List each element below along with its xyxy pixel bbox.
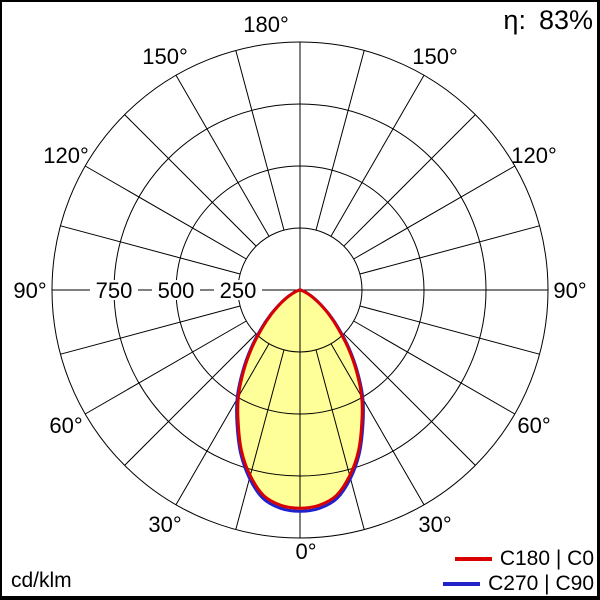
grid-spoke-345	[235, 349, 285, 530]
angle-label-60-left: 60°	[49, 413, 82, 438]
legend-item-c180-c0: C180 | C0	[454, 547, 594, 570]
angle-labels: 0° 30° 30° 60° 60° 90° 90° 120° 120° 150° 150° 180°	[13, 12, 586, 564]
angle-label-180: 180°	[243, 12, 289, 37]
grid-spoke-30	[330, 343, 425, 506]
polar-grid	[51, 41, 549, 539]
border-left	[0, 0, 2, 600]
efficiency-label: η:	[503, 5, 526, 35]
angle-label-30-left: 30°	[148, 512, 181, 537]
angle-label-30-right: 30°	[418, 512, 451, 537]
legend-label-c270-c90: C270 | C90	[488, 572, 594, 595]
grid-spoke-255	[60, 225, 241, 275]
grid-spoke-15	[315, 349, 365, 530]
angle-label-0: 0°	[295, 539, 316, 564]
legend-label-c180-c0: C180 | C0	[499, 547, 594, 570]
tick-label-gap-500	[152, 280, 200, 300]
distribution-curves	[235, 288, 365, 513]
legend-swatch-blue-line	[443, 581, 481, 586]
curve-c180-c0	[236, 288, 364, 510]
radial-tick-250: 250	[220, 278, 257, 303]
grid-spoke-300	[84, 320, 247, 415]
grid-spoke-240	[84, 165, 247, 260]
grid-spoke-225	[124, 114, 257, 247]
legend-swatch-red-line	[454, 556, 492, 561]
grid-spoke-195	[235, 50, 285, 231]
unit-label: cd/klm	[11, 569, 72, 592]
grid-spoke-45	[343, 333, 476, 466]
radial-tick-750: 750	[96, 278, 133, 303]
angle-label-90-left: 90°	[13, 278, 46, 303]
radial-tick-500: 500	[158, 278, 195, 303]
border-right	[597, 0, 600, 600]
grid-spoke-285	[60, 305, 241, 355]
grid-spoke-75	[359, 305, 540, 355]
angle-label-60-right: 60°	[517, 413, 550, 438]
grid-spoke-60	[353, 320, 516, 415]
grid-spoke-315	[124, 333, 257, 466]
angle-label-150-left: 150°	[142, 44, 188, 69]
border-bottom	[0, 596, 600, 600]
angle-label-90-right: 90°	[553, 278, 586, 303]
tick-label-gap-250	[214, 280, 262, 300]
grid-spoke-210	[175, 74, 270, 237]
efficiency-value: 83%	[538, 5, 593, 35]
grid-spoke-150	[330, 74, 425, 237]
grid-spoke-120	[353, 165, 516, 260]
legend-item-c270-c90: C270 | C90	[443, 573, 594, 594]
grid-spoke-135	[343, 114, 476, 247]
radial-tick-labels: 250 500 750	[90, 278, 262, 303]
grid-spoke-165	[315, 50, 365, 231]
border-top	[0, 0, 600, 2]
legend: C180 | C0 C270 | C90	[443, 548, 594, 594]
angle-label-120-right: 120°	[511, 143, 557, 168]
grid-spoke-330	[175, 343, 270, 506]
grid-spoke-105	[359, 225, 540, 275]
efficiency-readout: η: 83%	[503, 7, 593, 34]
tick-label-gap-750	[90, 280, 138, 300]
angle-label-120-left: 120°	[43, 143, 89, 168]
angle-label-150-right: 150°	[412, 44, 458, 69]
